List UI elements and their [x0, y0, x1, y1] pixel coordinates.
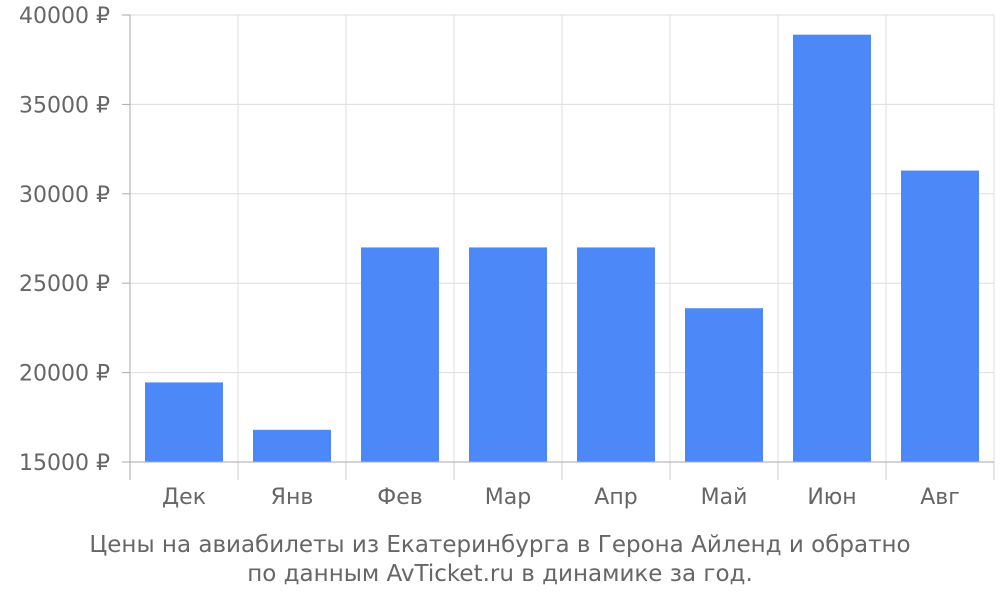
bar-chart: 15000 ₽ 20000 ₽ 25000 ₽ 30000 ₽ 35000 ₽ 40000… [19, 4, 995, 510]
x-tick-label: Дек [162, 485, 206, 510]
y-tick-labels: 15000 ₽ 20000 ₽ 25000 ₽ 30000 ₽ 35000 ₽ 40000… [19, 4, 110, 476]
x-tick-labels: Дек Янв Фев Мар Апр Май Июн Авг [162, 485, 960, 510]
bar [901, 170, 979, 462]
caption-line-1: Цены на авиабилеты из Екатеринбурга в Ге… [89, 532, 911, 558]
bar [577, 247, 655, 462]
bar [469, 247, 547, 462]
bars [145, 34, 979, 462]
bar [253, 429, 331, 462]
x-tick-label: Авг [920, 485, 960, 510]
chart-caption: Цены на авиабилеты из Екатеринбурга в Ге… [0, 531, 1000, 589]
y-tick-label: 15000 ₽ [19, 451, 110, 476]
y-tick-label: 25000 ₽ [19, 272, 110, 297]
y-tick-label: 35000 ₽ [19, 93, 110, 118]
bar [685, 308, 763, 462]
bar [793, 34, 871, 462]
axes [122, 14, 995, 480]
x-tick-label: Мар [485, 485, 531, 510]
caption-line-2: по данным AvTicket.ru в динамике за год. [247, 561, 753, 587]
y-tick-label: 40000 ₽ [19, 4, 110, 29]
y-tick-label: 30000 ₽ [19, 183, 110, 208]
bar [145, 382, 223, 462]
bar [361, 247, 439, 462]
grid [130, 14, 995, 462]
x-tick-label: Фев [377, 485, 422, 510]
x-tick-label: Июн [807, 485, 856, 510]
x-tick-label: Май [701, 485, 748, 510]
y-tick-label: 20000 ₽ [19, 362, 110, 387]
x-tick-label: Янв [271, 485, 314, 510]
x-tick-label: Апр [594, 485, 637, 510]
